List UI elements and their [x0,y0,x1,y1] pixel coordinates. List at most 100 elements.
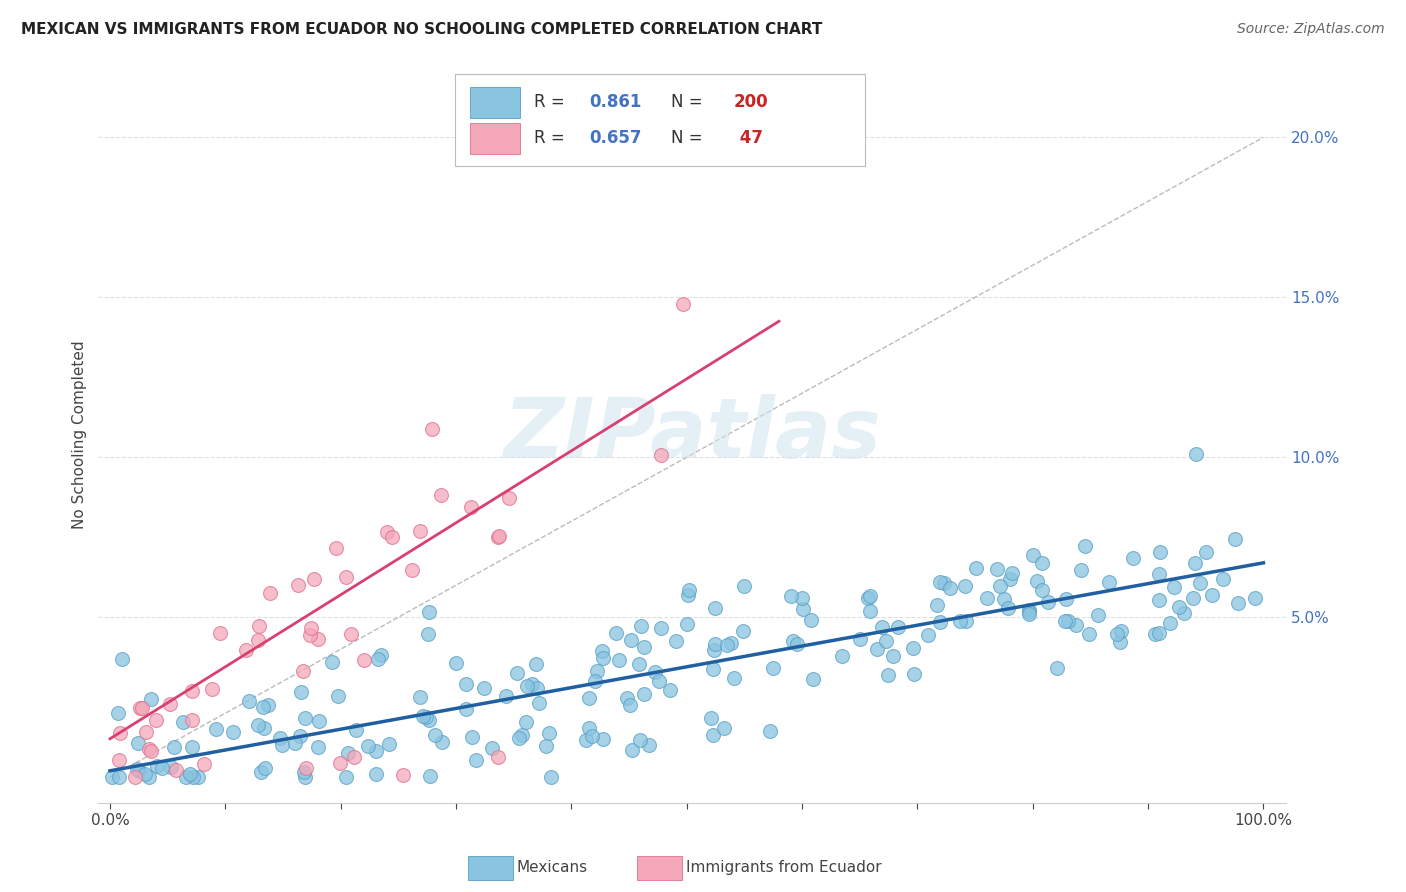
Point [222,725,245,739]
Point [335,570,357,584]
Point [886,620,908,634]
Point [138,742,160,756]
Point [292,765,315,780]
Point [343,750,366,764]
Point [1018,607,1040,621]
Point [1122,551,1144,566]
Point [139,692,162,706]
Point [165,763,187,777]
Point [1054,592,1077,607]
Point [174,770,197,784]
Point [800,613,823,627]
Point [135,725,157,739]
Point [780,590,803,604]
Text: Source: ZipAtlas.com: Source: ZipAtlas.com [1237,22,1385,37]
Point [461,730,484,744]
Point [446,657,468,671]
Point [150,761,173,775]
Point [1066,618,1088,632]
Point [1018,605,1040,619]
Point [575,733,598,747]
Point [849,632,872,646]
Point [586,665,609,679]
Point [703,643,725,657]
Y-axis label: No Schooling Completed: No Schooling Completed [72,341,87,529]
Point [488,528,510,542]
Point [163,740,186,755]
Point [627,657,650,671]
Point [620,633,643,648]
Point [524,657,547,672]
Point [583,673,606,688]
Point [540,770,562,784]
Point [700,711,723,725]
Point [325,541,347,555]
Point [1201,588,1223,602]
Point [290,685,312,699]
Point [235,643,257,657]
Point [298,628,321,642]
Point [1105,627,1128,641]
Point [703,636,725,650]
Point [179,767,201,781]
Point [172,714,194,729]
Point [138,770,160,784]
Point [201,682,224,697]
Point [616,690,638,705]
Point [1173,606,1195,620]
Point [520,677,543,691]
Point [456,677,478,691]
Text: Mexicans: Mexicans [516,860,588,874]
Point [529,696,551,710]
Point [792,602,814,616]
Point [928,615,950,630]
Point [107,753,129,767]
Point [976,591,998,606]
Point [675,617,697,632]
Point [644,665,666,679]
Point [418,627,440,641]
Point [247,619,270,633]
Point [495,689,517,703]
Text: N =: N = [671,94,703,112]
Point [1159,615,1181,630]
Point [124,770,146,784]
Point [619,698,641,713]
Point [605,626,627,640]
Point [831,648,853,663]
Point [1163,580,1185,594]
Point [875,634,897,648]
Point [1018,603,1040,617]
Point [287,578,309,592]
Point [786,637,808,651]
Point [321,656,343,670]
Text: 0.657: 0.657 [589,129,641,147]
Point [181,684,204,698]
Point [591,644,613,658]
Point [422,422,444,436]
Point [1212,572,1234,586]
Point [536,739,558,754]
Point [1077,627,1099,641]
Point [723,671,745,685]
FancyBboxPatch shape [470,123,520,153]
Point [146,759,169,773]
Point [1031,583,1053,598]
Point [127,736,149,750]
Point [1057,615,1080,629]
Point [508,731,530,745]
Point [1185,447,1208,461]
Point [955,615,977,629]
Point [134,766,156,780]
Point [1109,624,1132,638]
Point [1195,544,1218,558]
FancyBboxPatch shape [456,74,865,166]
Point [486,749,509,764]
Point [762,660,785,674]
Point [412,709,434,723]
Point [986,562,1008,576]
Point [515,715,537,730]
Point [704,601,727,615]
Point [302,572,325,586]
Point [1189,576,1212,591]
